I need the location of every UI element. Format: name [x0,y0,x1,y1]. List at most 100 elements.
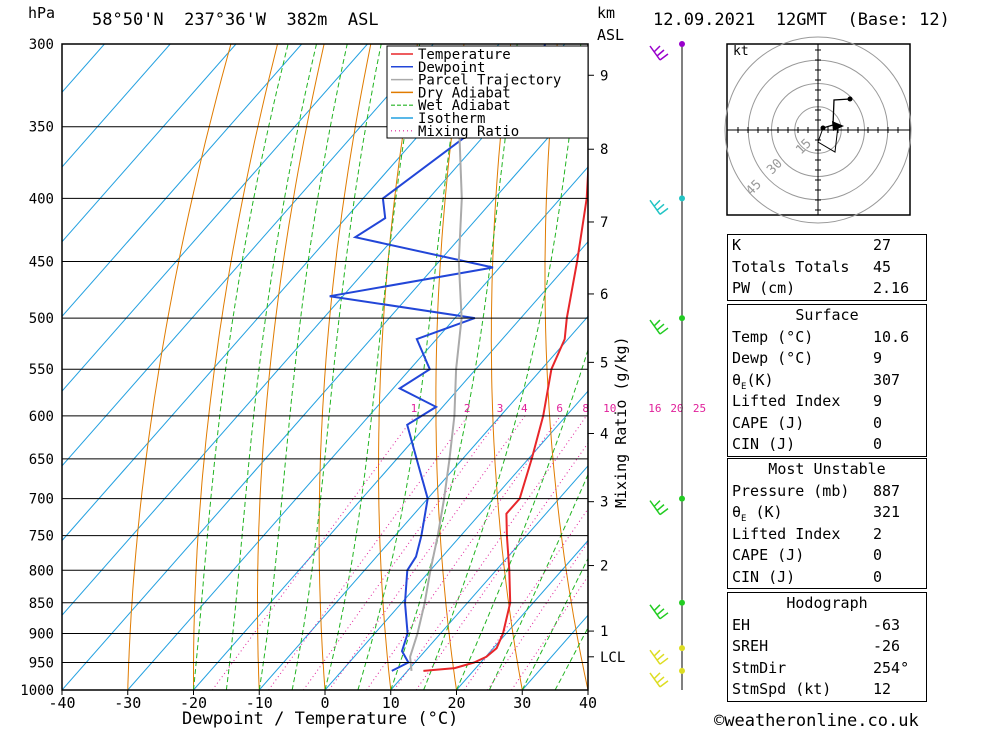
mixing-ratio-label: 6 [556,402,563,415]
mixing-ratio-label: 2 [464,402,471,415]
dry-adiabat-line [127,44,232,690]
index-row: Totals Totals 45 [732,257,892,276]
mixing-ratio-line [393,415,587,690]
isotherm-line [62,44,566,617]
mu-li-row: Lifted Index 2 [732,524,883,543]
legend-entry: Parcel Trajectory [418,73,561,89]
x-tick-label: 10 [382,694,400,712]
km-tick-label: 6 [600,287,608,303]
mixing-ratio-line [511,575,588,690]
x-tick-label: -40 [48,694,75,712]
wind-barb [649,319,669,335]
isotherm-line [62,44,434,467]
pressure-tick-label: 950 [29,655,54,671]
pressure-tick-label: 550 [29,362,54,378]
hodo-stmspd-row: StmSpd (kt) 12 [732,680,892,698]
mu-cin-row: CIN (J) 0 [732,567,883,586]
wind-barb-flags [649,199,669,215]
wind-barb [649,672,669,688]
pressure-tick-label: 350 [29,120,54,136]
isotherm-line [193,240,588,690]
hodograph-title: Hodograph [786,594,868,612]
legend-box [386,45,589,139]
surface-cin-row: CIN (J) 0 [732,435,883,453]
legend-entry: Wet Adiabat [418,98,511,114]
location-title: 58°50'N 237°36'W 382m ASL [92,10,379,30]
hodo-sreh-row: SREH -26 [732,637,901,655]
dry-adiabat-line [257,44,325,690]
wind-barb-dot [679,599,685,606]
pressure-tick-label: 650 [29,452,54,468]
surface-dewp-row: Dewp (°C) 9 [732,349,883,367]
hodograph-unit: kt [733,44,749,59]
wind-barb [649,649,669,665]
hodograph-point [820,125,826,131]
isotherm-line [324,390,588,690]
pressure-axis-label: hPa [28,4,56,22]
wind-barb-dot [679,41,685,47]
wet-adiabat-line [225,44,317,690]
pressure-tick-label: 500 [29,311,54,327]
pressure-tick-label: 900 [29,626,54,642]
pressure-tick-label: 700 [29,492,54,508]
dry-adiabat-line [490,44,523,690]
mixing-ratio-label: 16 [648,402,661,415]
wind-barb-dot [679,315,685,322]
x-tick-label: -10 [246,694,273,712]
datetime-title: 12.09.2021 12GMT (Base: 12) [653,10,950,30]
copyright-link[interactable]: ©weatheronline.co.uk [714,711,919,731]
x-tick-label: 0 [320,694,329,712]
legend-entry: Isotherm [418,111,485,127]
legend-entry: Mixing Ratio [418,124,519,140]
isotherm-line [62,91,588,690]
wind-barb-flags [649,500,669,516]
isotherm-line [258,315,588,690]
legend-entry: Dry Adiabat [418,85,511,101]
dry-adiabat-line [977,44,1000,690]
wet-adiabat-line [521,557,588,690]
surface-theta-row: θE(K) 307 [732,370,901,392]
mixing-ratio-label: 4 [521,402,528,415]
indices-table: K 27 Totals Totals 45 PW (cm) 2.16 [727,234,927,301]
hodograph-ring [724,36,912,224]
x-axis-title: Dewpoint / Temperature (°C) [182,709,459,729]
km-tick-label: 4 [600,427,608,443]
wind-barb [649,45,669,61]
pressure-tick-label: 800 [29,563,54,579]
wind-barb-flags [649,649,669,665]
most-unstable-table: Most Unstable Pressure (mb) 887 θE (K) 321… [727,458,927,589]
most-unstable-title: Most Unstable [768,460,886,478]
surface-title: Surface [795,306,859,324]
km-tick-label: LCL [600,650,625,666]
mu-theta-row: θE (K) 321 [732,503,901,524]
km-tick-label: 8 [600,142,608,158]
wind-barb-flags [649,672,669,688]
wet-adiabat-line [291,44,382,690]
x-tick-label: 40 [579,694,597,712]
km-tick-label: 5 [600,355,608,371]
mixing-ratio-line [415,442,588,690]
hodograph-trace [822,98,851,129]
mixing-ratio-axis-title: Mixing Ratio (g/kg) [612,336,630,508]
wind-barb [649,500,669,516]
km-tick-label: 2 [600,559,608,575]
pressure-tick-label: 450 [29,255,54,271]
isotherm-line [127,166,588,690]
wind-barb-dot [679,495,685,502]
legend-entry: Temperature [418,47,511,63]
dry-adiabat-line [930,44,1000,690]
isotherm-line [62,44,303,318]
hodograph-table: Hodograph EH -63 SREH -26 StmDir 254° StmSp… [727,592,927,702]
index-row: K 27 [732,236,892,254]
hodograph-trace-lower [817,125,839,153]
isotherm-line [62,44,237,243]
wind-barb-dot [679,667,685,674]
hodo-stmdir-row: StmDir 254° [732,658,910,677]
wind-barb [649,604,669,620]
wet-adiabat-line [258,44,348,690]
km-tick-label: 3 [600,495,608,511]
surface-temp-row: Temp (°C) 10.6 [732,327,910,346]
mu-pressure-row: Pressure (mb) 887 [732,481,901,500]
wet-adiabat-line [423,44,582,690]
isotherm-line [62,44,171,168]
